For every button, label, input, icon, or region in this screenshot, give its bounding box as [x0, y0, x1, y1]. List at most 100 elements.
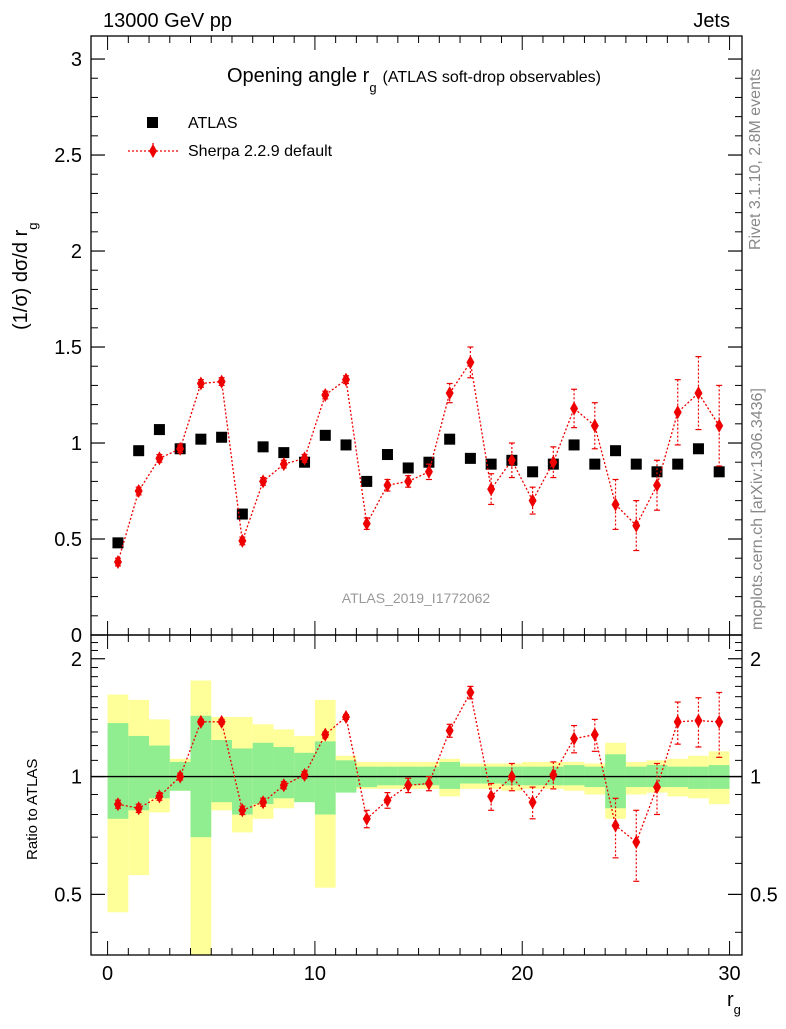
data-point-sherpa	[487, 789, 496, 804]
data-point-sherpa	[549, 767, 558, 782]
uncertainty-band-inner	[128, 735, 150, 811]
data-point-sherpa	[342, 372, 351, 387]
data-point-sherpa	[694, 386, 703, 401]
uncertainty-band-inner	[439, 761, 461, 789]
data-point-sherpa	[279, 457, 288, 472]
data-point-sherpa	[570, 731, 579, 746]
x-tick-label: 30	[718, 963, 740, 985]
data-point-sherpa	[424, 776, 433, 791]
data-point-atlas	[692, 443, 704, 455]
data-point-sherpa	[362, 811, 371, 826]
data-point-atlas	[568, 439, 580, 451]
data-point-sherpa	[134, 484, 143, 499]
uncertainty-band-inner	[605, 754, 626, 809]
data-point-sherpa	[321, 388, 330, 403]
uncertainty-band-inner	[107, 723, 129, 819]
data-point-sherpa	[196, 714, 205, 729]
data-point-sherpa	[507, 769, 516, 784]
uncertainty-band-inner	[231, 748, 253, 815]
data-point-atlas	[464, 452, 476, 464]
y-tick-label-right: 0.5	[750, 884, 778, 906]
data-point-sherpa	[611, 497, 620, 512]
data-point-sherpa	[238, 803, 247, 818]
legend-atlas-label: ATLAS	[188, 115, 238, 132]
data-point-sherpa	[134, 801, 143, 816]
data-point-sherpa	[570, 401, 579, 416]
uncertainty-band-inner	[480, 766, 502, 784]
uncertainty-band-inner	[460, 766, 481, 784]
data-point-sherpa	[632, 835, 641, 850]
data-point-sherpa	[383, 793, 392, 808]
legend-atlas-marker	[147, 117, 158, 128]
ratio-frame	[90, 634, 743, 956]
data-point-atlas	[527, 466, 539, 478]
legend-sherpa-label: Sherpa 2.2.9 default	[188, 143, 333, 160]
data-point-sherpa	[155, 789, 164, 804]
analysis-watermark: ATLAS_2019_I1772062	[342, 590, 491, 606]
data-point-sherpa	[466, 355, 475, 370]
data-point-sherpa	[259, 474, 268, 489]
data-point-atlas	[340, 439, 352, 451]
data-point-sherpa	[590, 418, 599, 433]
data-point-atlas	[713, 466, 725, 478]
y-tick-label: 1	[71, 433, 82, 455]
data-point-sherpa	[611, 818, 620, 833]
data-point-atlas	[402, 462, 414, 474]
data-point-atlas	[672, 458, 684, 470]
ratio-xlabel-text: r	[727, 989, 734, 1011]
data-point-sherpa	[259, 795, 268, 810]
data-point-sherpa	[673, 714, 682, 729]
data-point-atlas	[236, 508, 248, 520]
data-point-sherpa	[632, 518, 641, 533]
data-point-atlas	[361, 475, 373, 487]
uncertainty-band-inner	[688, 766, 709, 789]
data-point-sherpa	[528, 795, 537, 810]
data-point-sherpa	[176, 769, 185, 784]
data-point-sherpa	[238, 533, 247, 548]
main-ylabel-subscript: g	[25, 223, 40, 230]
legend-sherpa-marker	[149, 144, 157, 158]
data-point-atlas	[630, 458, 642, 470]
rivet-version-label: Rivet 3.1.10, 2.8M events	[747, 69, 764, 250]
data-point-sherpa	[342, 709, 351, 724]
main-plot-area	[112, 346, 725, 570]
data-point-sherpa	[487, 482, 496, 497]
data-point-sherpa	[715, 418, 724, 433]
ratio-ylabel: Ratio to ATLAS	[24, 759, 41, 860]
data-point-atlas	[610, 445, 622, 457]
data-point-atlas	[423, 456, 435, 468]
y-tick-label: 1	[71, 767, 82, 789]
data-point-sherpa	[362, 516, 371, 531]
y-tick-label: 3	[71, 49, 82, 71]
data-point-sherpa	[445, 723, 454, 738]
x-tick-label: 0	[102, 963, 113, 985]
data-point-sherpa	[300, 451, 309, 466]
data-point-sherpa	[321, 727, 330, 742]
data-point-atlas	[651, 466, 663, 478]
data-point-atlas	[257, 441, 269, 453]
data-point-sherpa	[549, 455, 558, 470]
x-tick-label: 20	[511, 963, 533, 985]
ratio-panel: 0.5 0.51 12 20 10 20 30	[54, 634, 778, 985]
y-tick-label: 2	[71, 649, 82, 671]
header-right: Jets	[693, 10, 730, 32]
data-point-sherpa	[279, 778, 288, 793]
data-point-atlas	[319, 429, 331, 441]
data-point-sherpa	[383, 478, 392, 493]
y-tick-label: 0.5	[54, 529, 82, 551]
data-point-sherpa	[176, 441, 185, 456]
data-point-sherpa	[113, 797, 122, 812]
main-ylabel: (1/σ) dσ/d rg	[10, 223, 40, 331]
uncertainty-band-inner	[563, 765, 585, 786]
data-point-sherpa	[300, 767, 309, 782]
x-tick-label: 10	[304, 963, 326, 985]
data-point-atlas	[153, 424, 165, 436]
uncertainty-band-inner	[252, 742, 274, 805]
data-point-sherpa	[217, 714, 226, 729]
uncertainty-band-inner	[273, 747, 295, 799]
data-point-sherpa	[217, 374, 226, 389]
main-ylabel-text: (1/σ) dσ/d r	[10, 229, 32, 330]
data-point-sherpa	[528, 493, 537, 508]
